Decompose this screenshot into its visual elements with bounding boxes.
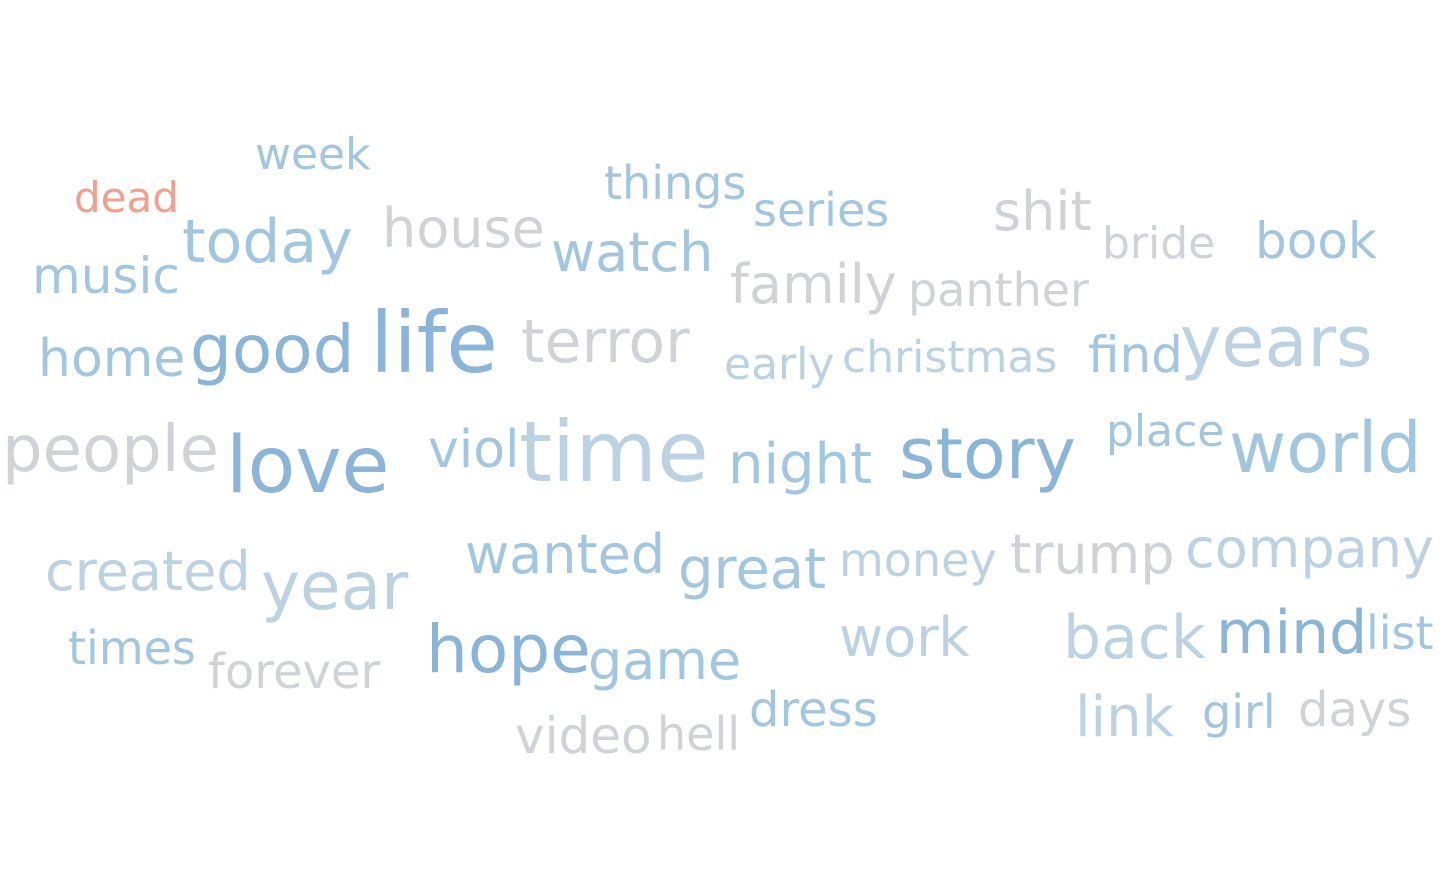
word-bride: bride xyxy=(1102,218,1216,269)
word-wanted: wanted xyxy=(465,523,666,586)
word-hell: hell xyxy=(657,707,741,761)
word-christmas: christmas xyxy=(842,332,1058,383)
word-years: years xyxy=(1180,301,1373,383)
word-great: great xyxy=(678,537,827,602)
word-mind: mind xyxy=(1216,598,1368,668)
word-series: series xyxy=(753,183,890,237)
word-place: place xyxy=(1106,406,1225,457)
word-game: game xyxy=(588,629,742,692)
word-night: night xyxy=(728,432,873,497)
word-year: year xyxy=(261,548,409,625)
word-created: created xyxy=(45,540,251,603)
word-music: music xyxy=(32,247,180,305)
word-home: home xyxy=(38,329,186,389)
word-time: time xyxy=(519,403,709,501)
word-book: book xyxy=(1255,212,1377,270)
word-list: list xyxy=(1366,606,1434,660)
word-link: link xyxy=(1075,685,1175,750)
word-company: company xyxy=(1185,517,1434,580)
word-money: money xyxy=(839,533,997,587)
word-family: family xyxy=(730,253,897,316)
word-panther: panther xyxy=(908,263,1089,317)
word-times: times xyxy=(68,621,196,675)
word-story: story xyxy=(899,413,1076,495)
word-find: find xyxy=(1088,326,1183,384)
word-video: video xyxy=(515,707,652,765)
word-work: work xyxy=(839,606,970,669)
word-love: love xyxy=(226,421,390,511)
word-life: life xyxy=(370,294,498,392)
word-hope: hope xyxy=(426,611,591,688)
word-back: back xyxy=(1063,603,1206,673)
word-house: house xyxy=(382,197,545,260)
word-watch: watch xyxy=(551,221,714,284)
word-people: people xyxy=(2,413,219,487)
word-trump: trump xyxy=(1010,523,1175,586)
word-good: good xyxy=(190,311,355,388)
word-forever: forever xyxy=(208,644,381,700)
word-days: days xyxy=(1298,682,1412,738)
word-girl: girl xyxy=(1202,685,1276,739)
word-shit: shit xyxy=(993,180,1092,243)
word-viol: viol xyxy=(428,420,520,480)
word-terror: terror xyxy=(521,307,690,377)
word-world: world xyxy=(1229,407,1422,489)
word-today: today xyxy=(182,207,353,277)
word-things: things xyxy=(604,156,747,210)
word-week: week xyxy=(255,129,371,180)
word-early: early xyxy=(724,339,835,390)
word-dead: dead xyxy=(74,173,179,222)
word-dress: dress xyxy=(749,682,878,738)
